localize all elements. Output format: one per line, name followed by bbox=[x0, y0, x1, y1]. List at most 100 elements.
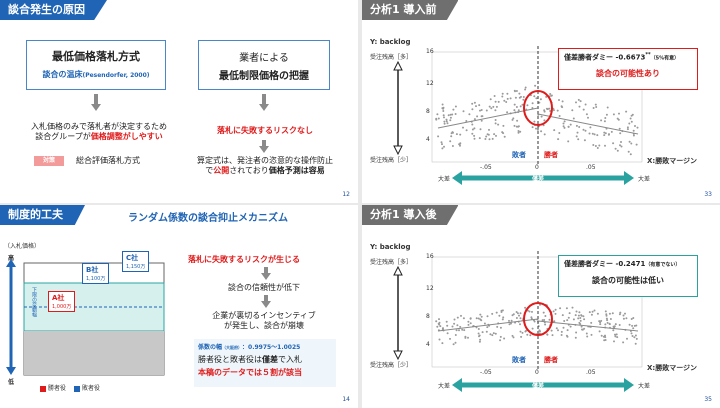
arrow-stem bbox=[262, 140, 266, 146]
slide-analysis-after[interactable]: 分析1 導入後 Y: backlog 受注残高［多］ 受注残高［少］ 16 12… bbox=[362, 205, 720, 408]
company-a-name: A社 bbox=[52, 294, 65, 302]
scatter-point bbox=[531, 107, 534, 109]
scatter-point bbox=[605, 113, 608, 116]
scatter-point bbox=[485, 330, 488, 333]
scatter-point bbox=[441, 143, 443, 146]
scatter-point bbox=[452, 108, 455, 111]
scatter-point bbox=[610, 130, 613, 133]
scatter-point bbox=[521, 103, 524, 106]
scatter-point bbox=[535, 127, 537, 130]
slide-header: 分析1 導入前 bbox=[362, 0, 459, 20]
scatter-point bbox=[499, 339, 502, 342]
scatter-point bbox=[567, 140, 570, 143]
company-b: B社 1,100万 bbox=[82, 263, 110, 284]
scatter-point bbox=[622, 314, 625, 317]
scatter-point bbox=[491, 137, 494, 140]
scatter-point bbox=[531, 126, 534, 129]
scatter-point bbox=[445, 320, 448, 323]
scatter-point bbox=[556, 109, 559, 112]
y-tick: 8 bbox=[426, 313, 430, 320]
scatter-point bbox=[531, 310, 533, 313]
scatter-point bbox=[491, 334, 494, 337]
scatter-point bbox=[551, 334, 554, 337]
coef-line: 係数の幅（大阪府）：0.9975～1.0025 bbox=[198, 342, 336, 351]
scatter-point bbox=[495, 134, 497, 137]
scatter-point bbox=[616, 117, 619, 120]
scatter-point bbox=[533, 95, 536, 98]
countermeasure-text: 総合評価落札方式 bbox=[76, 156, 140, 165]
scatter-point bbox=[603, 339, 606, 342]
slide-institutional-design[interactable]: 制度的工夫 ランダム係数の談合抑止メカニズム （入札価格） 高 低 下限の変動幅… bbox=[0, 205, 358, 408]
scatter-point bbox=[473, 118, 476, 121]
scatter-point bbox=[584, 129, 587, 132]
scatter-point bbox=[590, 321, 593, 324]
band-label: 下限の変動幅 bbox=[31, 287, 37, 317]
scatter-point bbox=[501, 309, 504, 312]
scatter-point bbox=[592, 107, 595, 109]
coef-box: 係数の幅（大阪府）：0.9975～1.0025 勝者役と敗者役は僅差で入札 本稿… bbox=[194, 339, 336, 387]
scatter-point bbox=[596, 312, 599, 315]
scatter-point bbox=[473, 134, 476, 137]
scatter-point bbox=[479, 313, 482, 316]
right-explanation: 算定式は、発注者の恣意的な操作防止 で公開されており価格予測は容易 bbox=[186, 156, 344, 176]
scatter-point bbox=[632, 327, 635, 330]
scatter-point bbox=[511, 334, 514, 337]
scatter-point bbox=[506, 97, 509, 100]
winner-label: 勝者 bbox=[544, 356, 558, 364]
x-tick: -.05 bbox=[480, 164, 492, 171]
scatter-point bbox=[630, 114, 633, 117]
scatter-point bbox=[450, 135, 453, 138]
company-c: C社 1,150万 bbox=[122, 251, 150, 272]
scatter-point bbox=[618, 112, 620, 115]
scatter-point bbox=[449, 113, 452, 116]
y-tick: 4 bbox=[426, 341, 430, 348]
scatter-point bbox=[467, 323, 470, 326]
scatter-point bbox=[495, 311, 498, 314]
scatter-point bbox=[558, 99, 560, 101]
scatter-point bbox=[441, 107, 444, 110]
scatter-point bbox=[630, 120, 633, 123]
scatter-point bbox=[540, 115, 543, 118]
scatter-point bbox=[600, 319, 603, 322]
scatter-point bbox=[548, 107, 551, 110]
scatter-point bbox=[526, 104, 529, 107]
scatter-point bbox=[562, 125, 565, 128]
scatter-point bbox=[441, 147, 444, 150]
scatter-point bbox=[635, 337, 638, 340]
scatter-point bbox=[605, 314, 608, 317]
scatter-point bbox=[475, 105, 477, 108]
scatter-point bbox=[447, 114, 450, 117]
slide-cause-of-collusion[interactable]: 談合発生の原因 最低価格落札方式 談合の温床(Pesendorfer, 2000… bbox=[0, 0, 358, 203]
scatter-point bbox=[488, 128, 490, 131]
fit-right bbox=[537, 320, 639, 332]
scatter-point bbox=[471, 128, 474, 131]
scatter-point bbox=[462, 317, 465, 320]
down-arrow-icon bbox=[393, 145, 403, 156]
scatter-point bbox=[608, 312, 611, 315]
scatter-point bbox=[606, 321, 609, 324]
right-arrow-icon bbox=[624, 378, 634, 392]
scatter-point bbox=[451, 131, 454, 134]
scatter-point bbox=[574, 314, 577, 317]
scatter-point bbox=[635, 324, 638, 327]
scatter-point bbox=[458, 143, 461, 146]
scatter-point bbox=[437, 117, 440, 120]
scatter-point bbox=[559, 307, 562, 310]
slide-analysis-before[interactable]: 分析1 導入前 Y: backlog 受注残高［多］ 受注残高［少］ 16 12… bbox=[362, 0, 720, 203]
scatter-point bbox=[620, 141, 622, 143]
scatter-point bbox=[614, 147, 617, 150]
y-tick: 12 bbox=[426, 80, 434, 87]
scatter-point bbox=[630, 332, 633, 335]
scatter-point bbox=[566, 329, 569, 332]
scatter-point bbox=[539, 330, 541, 333]
scatter-point bbox=[579, 100, 582, 103]
down-arrow-icon bbox=[393, 350, 403, 361]
scatter-point bbox=[614, 333, 616, 336]
x-tick: .05 bbox=[586, 164, 596, 171]
scatter-point bbox=[569, 325, 572, 328]
scatter-point bbox=[518, 92, 521, 95]
scatter-point bbox=[598, 320, 601, 323]
lower-region bbox=[24, 331, 164, 375]
scatter-point bbox=[513, 109, 516, 112]
scatter-point bbox=[480, 119, 483, 122]
